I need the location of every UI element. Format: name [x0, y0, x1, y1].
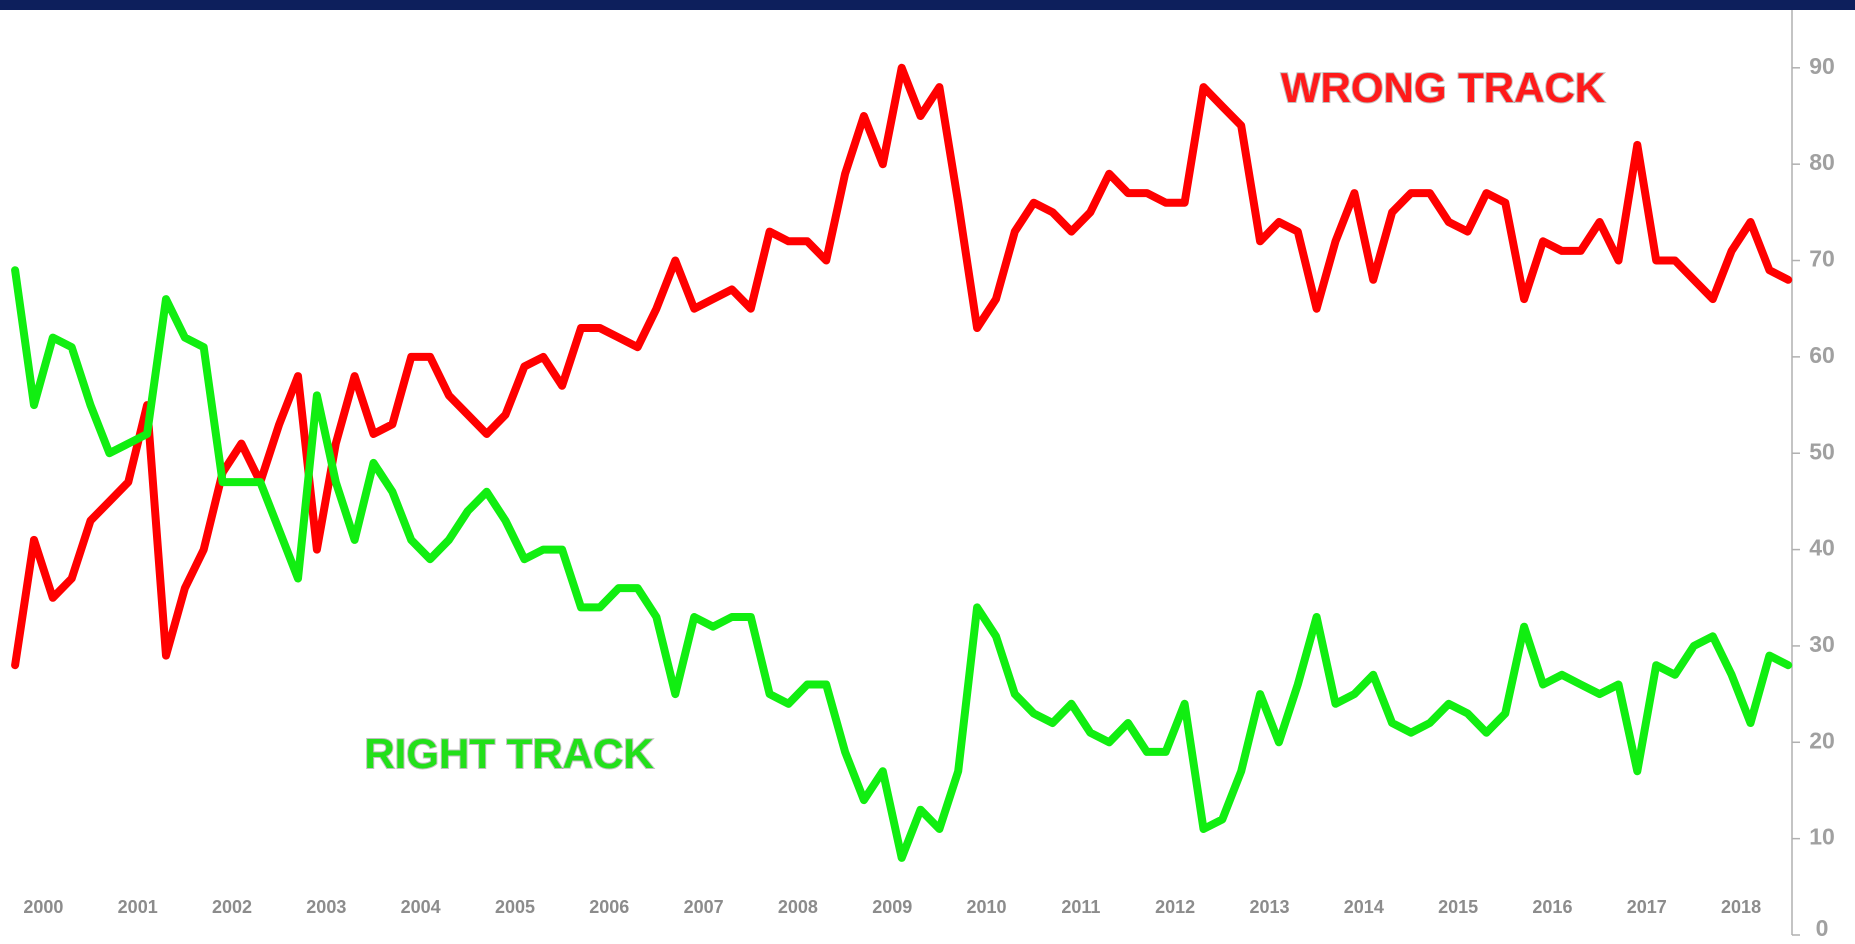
y-tick-label: 80	[1809, 149, 1835, 175]
x-tick-label: 2013	[1249, 897, 1289, 917]
series-line	[11, 63, 1793, 670]
x-tick-label: 2009	[872, 897, 912, 917]
x-tick-label: 2006	[589, 897, 629, 917]
y-tick-label: 20	[1809, 727, 1835, 753]
x-tick-label: 2011	[1061, 897, 1100, 917]
x-tick-label: 2014	[1344, 897, 1384, 917]
x-tick-label: 2016	[1532, 897, 1572, 917]
x-tick-label: 2007	[684, 897, 724, 917]
x-tick-label: 2005	[495, 897, 535, 917]
x-tick-label: 2018	[1721, 897, 1761, 917]
y-tick-label: 60	[1809, 342, 1835, 368]
x-tick-label: 2001	[118, 897, 158, 917]
y-tick-label: 50	[1809, 438, 1835, 464]
x-tick-label: 2008	[778, 897, 818, 917]
y-tick-label: 0	[1816, 915, 1829, 941]
series-line	[11, 266, 1793, 862]
x-tick-label: 2003	[306, 897, 346, 917]
y-tick-label: 70	[1809, 246, 1835, 272]
y-tick-label: 10	[1809, 824, 1835, 850]
x-tick-label: 2017	[1627, 897, 1667, 917]
annotation: WRONG TRACK	[1281, 64, 1605, 111]
x-tick-label: 2012	[1155, 897, 1195, 917]
x-tick-label: 2010	[967, 897, 1007, 917]
annotation: RIGHT TRACK	[364, 730, 653, 777]
y-tick-label: 30	[1809, 631, 1835, 657]
y-tick-label: 90	[1809, 53, 1835, 79]
x-tick-label: 2015	[1438, 897, 1478, 917]
top-bar	[0, 0, 1855, 10]
x-tick-label: 2002	[212, 897, 252, 917]
y-tick-label: 40	[1809, 535, 1835, 561]
x-tick-label: 2004	[401, 897, 441, 917]
x-tick-label: 2000	[23, 897, 63, 917]
